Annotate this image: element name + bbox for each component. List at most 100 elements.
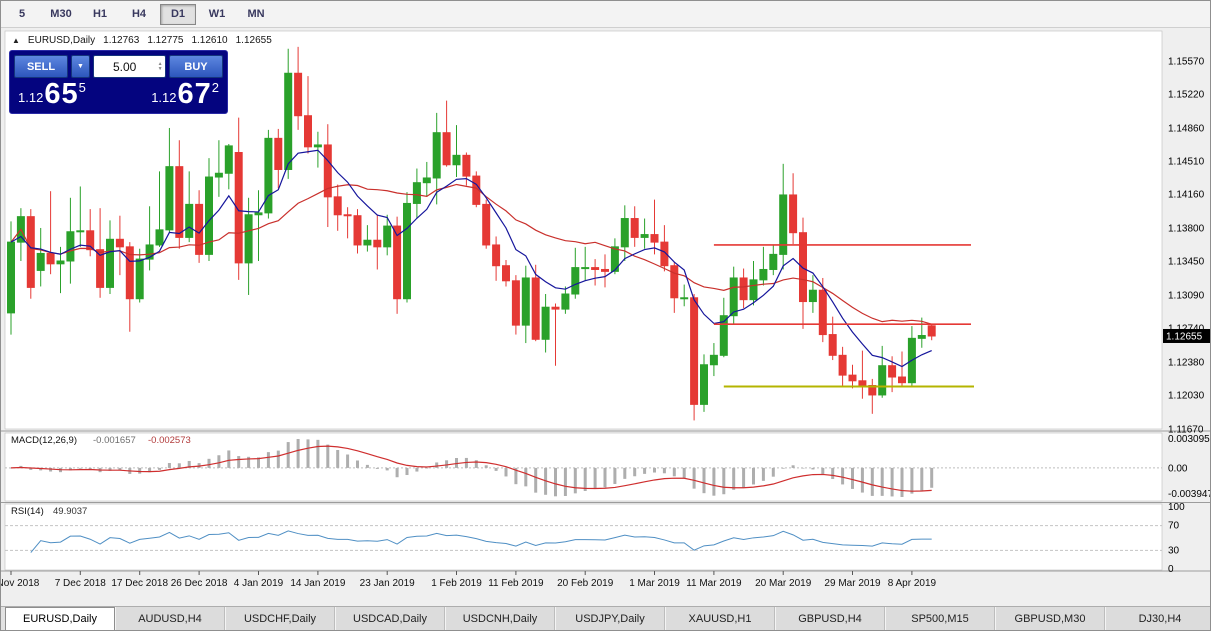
- candle: [729, 277, 738, 317]
- candle: [422, 177, 431, 184]
- rsi-scale-label: 100: [1168, 502, 1185, 513]
- candle: [304, 115, 312, 148]
- candle: [620, 218, 629, 248]
- candle: [462, 154, 471, 177]
- candle: [848, 374, 857, 382]
- candle: [917, 335, 926, 339]
- date-label: 26 Dec 2018: [171, 578, 228, 589]
- price-scale-label: 1.12030: [1168, 390, 1205, 401]
- candle: [670, 265, 679, 299]
- candles-layer: [7, 46, 936, 421]
- timeframe-toolbar: 5 M30 H1 H4 D1 W1 MN: [1, 1, 1210, 28]
- candle: [660, 241, 669, 267]
- sell-button[interactable]: SELL: [14, 55, 68, 78]
- chart-tab-USDJPY-Daily[interactable]: USDJPY,Daily: [555, 607, 665, 630]
- candle: [551, 306, 560, 310]
- candle: [511, 280, 520, 326]
- candle: [927, 325, 936, 337]
- candle: [145, 244, 154, 260]
- sell-price[interactable]: 1.12 65 5: [18, 80, 86, 109]
- date-label: 14 Jan 2019: [290, 578, 345, 589]
- candle: [799, 232, 807, 303]
- price-scale-label: 1.15570: [1168, 56, 1205, 67]
- chevron-down-icon: ▼: [77, 63, 84, 70]
- candle: [56, 260, 65, 265]
- macd-scale-label: -0.003947: [1168, 489, 1211, 500]
- price-scale-label: 1.15220: [1168, 90, 1205, 101]
- date-label: 11 Feb 2019: [488, 578, 544, 589]
- macd-scale-label: 0.003095: [1168, 434, 1210, 445]
- price-scale-label: 1.12740: [1168, 323, 1205, 334]
- chart-header: ▲ EURUSD,Daily 1.12763 1.12775 1.12610 1…: [12, 35, 272, 46]
- chart-tab-GBPUSD-M30[interactable]: GBPUSD,M30: [995, 607, 1105, 630]
- buy-button[interactable]: BUY: [169, 55, 223, 78]
- timeframe-button-H1[interactable]: H1: [92, 8, 108, 20]
- candle: [601, 268, 609, 272]
- candle: [7, 241, 15, 314]
- price-scale-label: 1.13450: [1168, 256, 1205, 267]
- ma-fast-line[interactable]: [10, 149, 932, 368]
- chart-tab-XAUUSD-H1[interactable]: XAUUSD,H1: [665, 607, 775, 630]
- volume-input[interactable]: [94, 58, 156, 75]
- chart-tab-AUDUSD-H4[interactable]: AUDUSD,H4: [115, 607, 225, 630]
- candle: [313, 144, 322, 148]
- date-label: 29 Mar 2019: [824, 578, 881, 589]
- volume-stepper[interactable]: ▲ ▼: [155, 61, 165, 72]
- candle: [274, 137, 283, 170]
- candle: [709, 354, 718, 366]
- date-label: 28 Nov 2018: [1, 578, 40, 589]
- candle: [690, 297, 699, 405]
- price-scale[interactable]: 1.15570 1.15220 1.14860 1.14510 1.14160 1.138…: [1168, 56, 1205, 435]
- candle: [700, 364, 708, 405]
- timeframe-button-5[interactable]: 5: [18, 8, 26, 20]
- candle: [294, 72, 303, 117]
- date-label: 7 Dec 2018: [55, 578, 107, 589]
- chart-tab-SP500-M15[interactable]: SP500,M15: [885, 607, 995, 630]
- candle: [244, 214, 253, 264]
- candle: [482, 203, 491, 246]
- date-label: 1 Mar 2019: [629, 578, 680, 589]
- timeframe-button-H4[interactable]: H4: [131, 8, 147, 20]
- candle: [363, 239, 372, 246]
- volume-dropdown-button[interactable]: ▼: [71, 55, 90, 78]
- chart-tab-DJ30-H4[interactable]: DJ30,H4: [1105, 607, 1210, 630]
- chart-tab-USDCNH-Daily[interactable]: USDCNH,Daily: [445, 607, 555, 630]
- candle: [888, 365, 897, 378]
- candle: [36, 252, 45, 271]
- candle: [719, 315, 728, 356]
- rsi-scale-label: 30: [1168, 545, 1180, 556]
- candle: [46, 252, 55, 265]
- sell-price-prefix: 1.12: [18, 90, 44, 105]
- candle: [234, 152, 243, 264]
- candle: [106, 238, 114, 288]
- rsi-value: 49.9037: [53, 506, 87, 517]
- candle: [264, 137, 273, 214]
- candle: [155, 229, 164, 246]
- chart-area[interactable]: 1.15570 1.15220 1.14860 1.14510 1.14160 1.138…: [1, 29, 1211, 601]
- chart-tab-EURUSD-Daily[interactable]: EURUSD,Daily: [5, 607, 115, 630]
- price-scale-label: 1.13800: [1168, 223, 1205, 234]
- timeframe-button-MN[interactable]: MN: [247, 8, 265, 20]
- chart-tab-USDCHF-Daily[interactable]: USDCHF,Daily: [225, 607, 335, 630]
- chart-tab-GBPUSD-H4[interactable]: GBPUSD,H4: [775, 607, 885, 630]
- candle: [898, 376, 906, 384]
- candle: [502, 265, 510, 282]
- candle: [432, 132, 441, 179]
- timeframe-button-W1[interactable]: W1: [208, 8, 226, 20]
- candle: [808, 289, 817, 303]
- chart-tab-bar: EURUSD,Daily AUDUSD,H4 USDCHF,Daily USDCAD,…: [1, 606, 1210, 630]
- macd-value-main: -0.001657: [93, 435, 136, 446]
- ma-slow-line[interactable]: [10, 183, 932, 325]
- chart-tab-USDCAD-Daily[interactable]: USDCAD,Daily: [335, 607, 445, 630]
- candle: [680, 297, 689, 300]
- ohlc-open: 1.12763: [103, 35, 140, 46]
- timeframe-button-D1[interactable]: D1: [160, 3, 196, 25]
- date-label: 17 Dec 2018: [111, 578, 168, 589]
- price-scale-label: 1.12380: [1168, 357, 1205, 368]
- buy-price[interactable]: 1.12 67 2: [151, 80, 219, 109]
- candle: [531, 277, 540, 340]
- timeframe-button-M30[interactable]: M30: [50, 8, 72, 20]
- macd-histogram: [9, 439, 934, 497]
